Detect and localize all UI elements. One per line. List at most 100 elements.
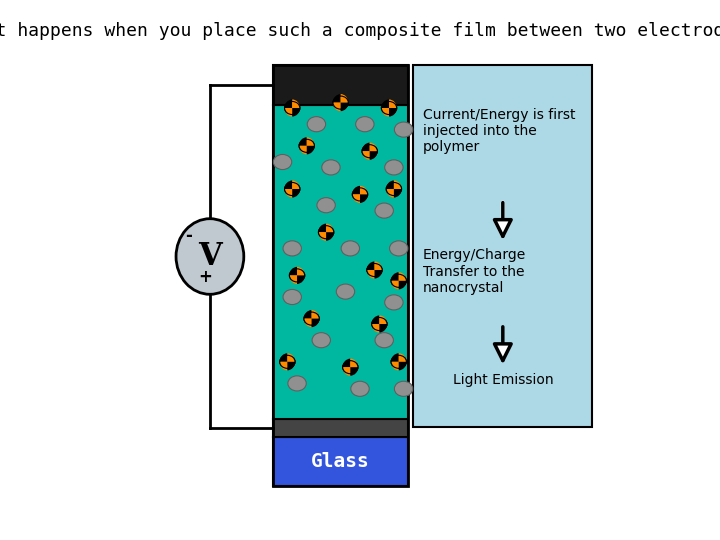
Wedge shape [382, 108, 389, 117]
Ellipse shape [384, 295, 403, 310]
Ellipse shape [322, 160, 340, 175]
Wedge shape [292, 99, 300, 108]
Ellipse shape [274, 154, 292, 170]
Wedge shape [351, 359, 358, 367]
Wedge shape [372, 315, 379, 324]
Wedge shape [304, 319, 312, 327]
Text: V: V [198, 241, 222, 272]
Ellipse shape [362, 145, 377, 158]
Wedge shape [391, 272, 399, 281]
Wedge shape [360, 194, 368, 203]
Wedge shape [399, 362, 406, 370]
Wedge shape [299, 137, 307, 146]
Wedge shape [289, 267, 297, 275]
Ellipse shape [391, 355, 406, 368]
Wedge shape [389, 99, 397, 108]
Wedge shape [307, 146, 315, 154]
Ellipse shape [356, 117, 374, 132]
Ellipse shape [304, 312, 319, 325]
Ellipse shape [384, 160, 403, 175]
Wedge shape [343, 367, 351, 376]
Wedge shape [389, 108, 397, 117]
Text: Current/Energy is first
injected into the
polymer: Current/Energy is first injected into th… [423, 108, 575, 154]
Ellipse shape [351, 381, 369, 396]
Wedge shape [292, 180, 300, 189]
Text: -: - [185, 227, 192, 245]
Wedge shape [379, 315, 387, 324]
Ellipse shape [352, 188, 368, 201]
Wedge shape [367, 270, 374, 279]
Wedge shape [360, 186, 368, 194]
Ellipse shape [391, 274, 406, 287]
Bar [273, 418, 408, 437]
Wedge shape [369, 143, 377, 151]
Wedge shape [382, 99, 389, 108]
Ellipse shape [299, 139, 315, 152]
Bar [273, 65, 408, 105]
Wedge shape [374, 270, 382, 279]
Ellipse shape [367, 264, 382, 276]
Wedge shape [343, 359, 351, 367]
Wedge shape [292, 108, 300, 117]
Ellipse shape [395, 381, 413, 396]
Wedge shape [284, 189, 292, 198]
Wedge shape [391, 362, 399, 370]
Bar [273, 437, 408, 486]
Wedge shape [287, 362, 295, 370]
Wedge shape [333, 94, 341, 103]
Ellipse shape [283, 241, 302, 256]
Bar [273, 105, 408, 419]
Ellipse shape [289, 269, 305, 282]
Wedge shape [352, 186, 360, 194]
Wedge shape [391, 281, 399, 289]
Wedge shape [297, 275, 305, 284]
Wedge shape [312, 310, 319, 319]
Ellipse shape [390, 241, 408, 256]
Wedge shape [372, 324, 379, 333]
Wedge shape [318, 224, 326, 232]
Wedge shape [284, 180, 292, 189]
Ellipse shape [341, 241, 359, 256]
Wedge shape [399, 272, 406, 281]
Ellipse shape [317, 198, 336, 213]
Wedge shape [326, 232, 334, 241]
Ellipse shape [283, 289, 302, 305]
Wedge shape [312, 319, 319, 327]
Wedge shape [284, 108, 292, 117]
Wedge shape [386, 189, 394, 198]
Ellipse shape [372, 318, 387, 330]
Wedge shape [307, 137, 315, 146]
Ellipse shape [284, 102, 300, 114]
Wedge shape [352, 194, 360, 203]
Wedge shape [374, 261, 382, 270]
Wedge shape [386, 180, 394, 189]
Ellipse shape [284, 183, 300, 195]
Ellipse shape [386, 183, 402, 195]
Ellipse shape [343, 361, 358, 374]
Text: Light Emission: Light Emission [452, 373, 553, 387]
Ellipse shape [333, 96, 348, 109]
Text: Glass: Glass [311, 452, 370, 471]
Wedge shape [299, 146, 307, 154]
Ellipse shape [279, 355, 295, 368]
Wedge shape [284, 99, 292, 108]
Wedge shape [341, 103, 348, 111]
Wedge shape [367, 261, 374, 270]
Ellipse shape [318, 226, 334, 239]
Wedge shape [326, 224, 334, 232]
Wedge shape [351, 367, 358, 376]
Wedge shape [394, 189, 402, 198]
Wedge shape [289, 275, 297, 284]
Text: +: + [198, 268, 212, 286]
Ellipse shape [382, 102, 397, 114]
Ellipse shape [307, 117, 325, 132]
Wedge shape [399, 353, 406, 362]
Wedge shape [341, 94, 348, 103]
Text: Energy/Charge
Transfer to the
nanocrystal: Energy/Charge Transfer to the nanocrysta… [423, 248, 526, 295]
Ellipse shape [288, 376, 306, 391]
Text: What happens when you place such a composite film between two electrodes?: What happens when you place such a compo… [0, 22, 720, 39]
Wedge shape [279, 362, 287, 370]
Wedge shape [318, 232, 326, 241]
Circle shape [176, 219, 244, 294]
Wedge shape [362, 151, 369, 160]
